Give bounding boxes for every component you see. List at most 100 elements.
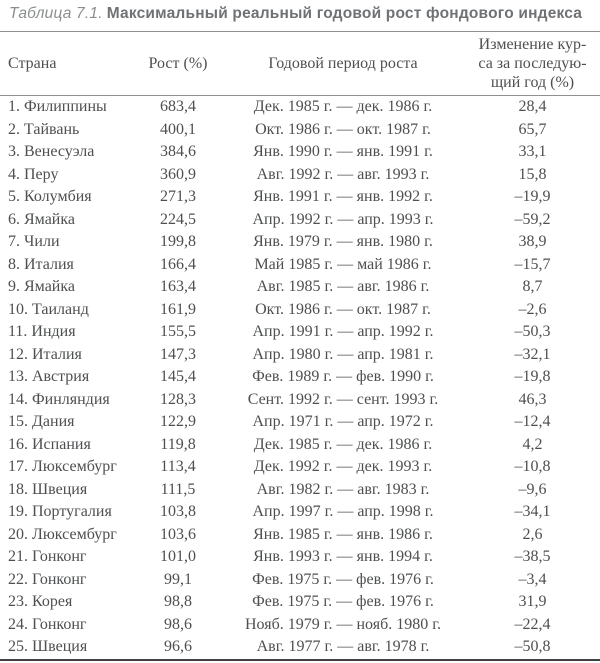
cell-country: 22. Гонконг	[8, 570, 87, 588]
header-change-line-1: Изменение кур-	[478, 36, 587, 53]
table-row: 11. Индия 155,5 Апр. 1991 г. — апр. 1992…	[0, 321, 600, 344]
header-row: Страна Рост (%) Годовой период роста Изм…	[0, 31, 600, 96]
cell-period: Янв. 1993 г. — янв. 1994 г.	[253, 548, 433, 565]
header-change-line-2: са за последую-	[478, 55, 587, 72]
cell-period: Янв. 1979 г. — янв. 1980 г.	[253, 233, 433, 250]
cell-country: 12. Италия	[8, 345, 82, 363]
cell-growth: 224,5	[160, 210, 196, 228]
table-row: 2. Тайвань 400,1 Окт. 1986 г. — окт. 198…	[0, 119, 600, 142]
cell-country: 11. Индия	[8, 323, 76, 340]
data-table: Страна Рост (%) Годовой период роста Изм…	[0, 31, 600, 661]
cell-period: Окт. 1986 г. — окт. 1987 г.	[255, 300, 431, 318]
table-row: 18. Швеция 111,5 Авг. 1982 г. — авг. 198…	[0, 479, 600, 502]
cell-change: –59,2	[514, 210, 551, 228]
cell-change: 65,7	[518, 120, 547, 138]
header-change-line-3: щий год (%)	[490, 74, 575, 91]
cell-growth: 360,9	[160, 165, 196, 183]
cell-change: –3,4	[518, 570, 547, 588]
cell-change: 31,9	[518, 593, 547, 610]
cell-change: 2,6	[522, 525, 543, 543]
cell-growth: 145,4	[160, 368, 196, 385]
cell-country: 19. Португалия	[8, 503, 112, 520]
cell-growth: 122,9	[160, 413, 196, 430]
table-body: 1. Филиппины 683,4 Дек. 1985 г. — дек. 1…	[0, 96, 600, 660]
cell-country: 18. Швеция	[8, 480, 88, 498]
cell-change: 8,7	[522, 278, 543, 295]
cell-growth: 128,3	[160, 390, 196, 408]
table-row: 14. Финляндия 128,3 Сент. 1992 г. — сент…	[0, 389, 600, 412]
cell-period: Фев. 1975 г. — фев. 1976 г.	[252, 593, 434, 610]
cell-change: 28,4	[518, 98, 547, 115]
cell-change: –50,8	[514, 638, 551, 655]
cell-period: Апр. 1992 г. — апр. 1993 г.	[252, 210, 434, 228]
table-number-label: Таблица 7.1.	[9, 5, 103, 22]
cell-change: 46,3	[518, 390, 547, 408]
cell-growth: 161,9	[160, 300, 196, 318]
table-row: 6. Ямайка 224,5 Апр. 1992 г. — апр. 1993…	[0, 209, 600, 232]
cell-growth: 147,3	[160, 345, 196, 363]
cell-change: –10,8	[514, 458, 551, 475]
cell-growth: 101,0	[160, 548, 196, 565]
cell-growth: 98,6	[164, 615, 192, 633]
table-row: 3. Венесуэла 384,6 Янв. 1990 г. — янв. 1…	[0, 141, 600, 164]
cell-change: –19,9	[514, 188, 551, 205]
table-row: 5. Колумбия 271,3 Янв. 1991 г. — янв. 19…	[0, 186, 600, 209]
cell-period: Янв. 1991 г. — янв. 1992 г.	[253, 188, 433, 205]
header-country: Страна	[0, 31, 130, 96]
cell-period: Авг. 1982 г. — авг. 1983 г.	[256, 480, 430, 498]
cell-period: Апр. 1971 г. — апр. 1972 г.	[252, 413, 434, 430]
table-row: 22. Гонконг 99,1 Фев. 1975 г. — фев. 197…	[0, 569, 600, 592]
table-row: 23. Корея 98,8 Фев. 1975 г. — фев. 1976 …	[0, 591, 600, 614]
header-period: Годовой период роста	[226, 31, 460, 96]
cell-growth: 163,4	[160, 278, 196, 295]
cell-period: Май 1985 г. — май 1986 г.	[254, 255, 432, 273]
cell-growth: 166,4	[160, 255, 196, 273]
cell-country: 20. Люксембург	[8, 525, 117, 543]
cell-period: Фев. 1989 г. — фев. 1990 г.	[252, 368, 434, 385]
cell-change: –9,6	[518, 480, 547, 498]
cell-change: 33,1	[518, 143, 547, 160]
cell-change: 4,2	[522, 435, 543, 453]
cell-period: Дек. 1985 г. — дек. 1986 г.	[253, 435, 433, 453]
cell-change: 38,9	[518, 233, 547, 250]
table-row: 7. Чили 199,8 Янв. 1979 г. — янв. 1980 г…	[0, 231, 600, 254]
cell-country: 10. Таиланд	[8, 300, 89, 318]
cell-country: 15. Дания	[8, 413, 75, 430]
cell-growth: 113,4	[160, 458, 196, 475]
cell-period: Апр. 1991 г. — апр. 1992 г.	[252, 323, 434, 340]
cell-country: 9. Ямайка	[8, 278, 75, 295]
cell-country: 23. Корея	[8, 593, 73, 610]
cell-period: Авг. 1977 г. — авг. 1978 г.	[256, 638, 430, 655]
cell-change: –19,8	[514, 368, 551, 385]
cell-country: 5. Колумбия	[8, 188, 92, 205]
cell-growth: 271,3	[160, 188, 196, 205]
cell-country: 7. Чили	[8, 233, 60, 250]
cell-country: 24. Гонконг	[8, 615, 87, 633]
cell-period: Дек. 1985 г. — дек. 1986 г.	[253, 98, 433, 115]
cell-growth: 111,5	[160, 480, 196, 498]
cell-country: 3. Венесуэла	[8, 143, 95, 160]
cell-period: Авг. 1985 г. — авг. 1986 г.	[256, 278, 430, 295]
cell-country: 21. Гонконг	[8, 548, 87, 565]
cell-change: –32,1	[514, 345, 551, 363]
cell-country: 25. Швеция	[8, 638, 88, 655]
table-header: Страна Рост (%) Годовой период роста Изм…	[0, 31, 600, 96]
table-title: Таблица 7.1. Максимальный реальный годово…	[0, 0, 600, 24]
cell-change: –50,3	[514, 323, 551, 340]
cell-change: –12,4	[514, 413, 551, 430]
table-row: 19. Португалия 103,8 Апр. 1997 г. — апр.…	[0, 501, 600, 524]
cell-period: Апр. 1997 г. — апр. 1998 г.	[252, 503, 434, 520]
cell-country: 13. Австрия	[8, 368, 90, 385]
table-row: 4. Перу 360,9 Авг. 1992 г. — авг. 1993 г…	[0, 164, 600, 187]
cell-growth: 96,6	[164, 638, 192, 655]
table-row: 25. Швеция 96,6 Авг. 1977 г. — авг. 1978…	[0, 636, 600, 660]
cell-growth: 199,8	[160, 233, 196, 250]
table-row: 21. Гонконг 101,0 Янв. 1993 г. — янв. 19…	[0, 546, 600, 569]
table-row: 12. Италия 147,3 Апр. 1980 г. — апр. 198…	[0, 344, 600, 367]
cell-growth: 103,8	[160, 503, 196, 520]
cell-change: –38,5	[514, 548, 551, 565]
cell-growth: 119,8	[160, 435, 196, 453]
cell-country: 8. Италия	[8, 255, 74, 273]
table-row: 9. Ямайка 163,4 Авг. 1985 г. — авг. 1986…	[0, 276, 600, 299]
